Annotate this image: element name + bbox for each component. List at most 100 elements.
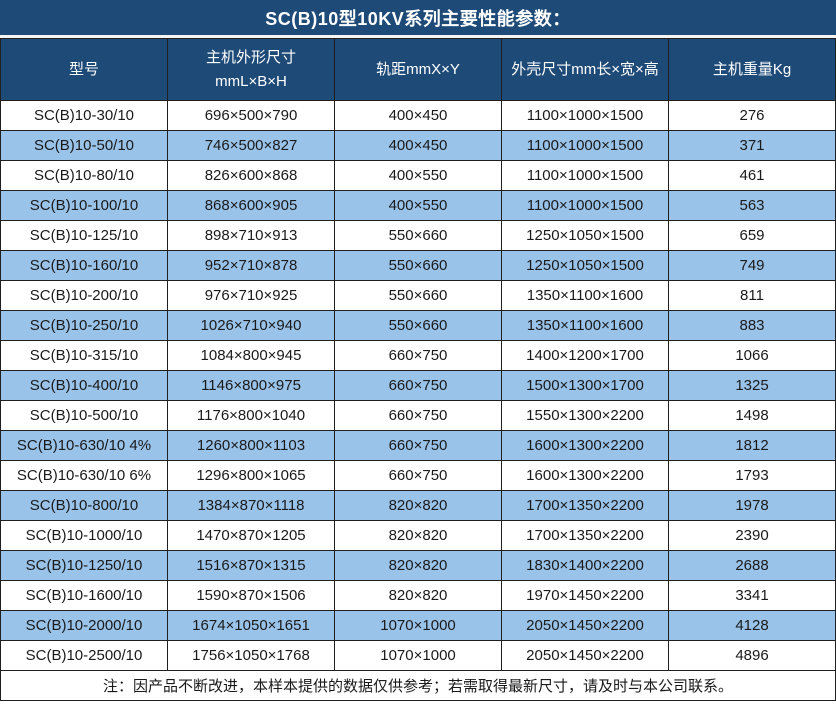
- model-cell: SC(B)10-50/10: [0, 130, 168, 161]
- shell-dimensions-cell: 1700×1350×2200: [501, 490, 669, 521]
- main-dimensions-cell: 696×500×790: [167, 100, 335, 131]
- table-row: SC(B)10-630/10 6% 1296×800×1065 660×750 …: [0, 460, 836, 491]
- track-gauge-cell: 550×660: [334, 250, 502, 281]
- track-gauge-cell: 400×450: [334, 130, 502, 161]
- table-row: SC(B)10-630/10 4% 1260×800×1103 660×750 …: [0, 430, 836, 461]
- header-row: 型号 主机外形尺寸 mmL×B×H 轨距mmX×Y 外壳尺寸mm长×宽×高 主机…: [0, 38, 836, 101]
- shell-dimensions-cell: 1600×1300×2200: [501, 430, 669, 461]
- weight-cell: 2390: [668, 520, 836, 551]
- table-row: SC(B)10-160/10 952×710×878 550×660 1250×…: [0, 250, 836, 281]
- track-gauge-cell: 1070×1000: [334, 640, 502, 671]
- table-row: SC(B)10-500/10 1176×800×1040 660×750 155…: [0, 400, 836, 431]
- weight-cell: 1066: [668, 340, 836, 371]
- header-weight-label: 主机重量Kg: [712, 60, 792, 78]
- table-footer: 注：因产品不断改进，本样本提供的数据仅供参考；若需取得最新尺寸，请及时与本公司联…: [0, 670, 836, 701]
- shell-dimensions-cell: 1350×1100×1600: [501, 280, 669, 311]
- header-shell-dimensions-label: 外壳尺寸mm长×宽×高: [511, 60, 659, 78]
- model-cell: SC(B)10-2000/10: [0, 610, 168, 641]
- shell-dimensions-cell: 1600×1300×2200: [501, 460, 669, 491]
- main-dimensions-cell: 1674×1050×1651: [167, 610, 335, 641]
- track-gauge-cell: 400×550: [334, 160, 502, 191]
- weight-cell: 1325: [668, 370, 836, 401]
- table-body: SC(B)10-30/10 696×500×790 400×450 1100×1…: [0, 100, 836, 671]
- track-gauge-cell: 660×750: [334, 400, 502, 431]
- header-main-dimensions-line2: mmL×B×H: [215, 72, 287, 90]
- model-cell: SC(B)10-1000/10: [0, 520, 168, 551]
- track-gauge-cell: 400×450: [334, 100, 502, 131]
- track-gauge-cell: 820×820: [334, 550, 502, 581]
- shell-dimensions-cell: 1250×1050×1500: [501, 220, 669, 251]
- header-main-dimensions-line1: 主机外形尺寸: [205, 49, 296, 67]
- model-cell: SC(B)10-250/10: [0, 310, 168, 341]
- weight-cell: 1498: [668, 400, 836, 431]
- main-dimensions-cell: 1756×1050×1768: [167, 640, 335, 671]
- table-row: SC(B)10-1250/10 1516×870×1315 820×820 18…: [0, 550, 836, 581]
- main-dimensions-cell: 1384×870×1118: [167, 490, 335, 521]
- table-header: 型号 主机外形尺寸 mmL×B×H 轨距mmX×Y 外壳尺寸mm长×宽×高 主机…: [0, 38, 836, 101]
- weight-cell: 461: [668, 160, 836, 191]
- weight-cell: 883: [668, 310, 836, 341]
- table-row: SC(B)10-30/10 696×500×790 400×450 1100×1…: [0, 100, 836, 131]
- table-row: SC(B)10-1000/10 1470×870×1205 820×820 17…: [0, 520, 836, 551]
- model-cell: SC(B)10-500/10: [0, 400, 168, 431]
- header-main-dimensions: 主机外形尺寸 mmL×B×H: [167, 38, 335, 101]
- table-row: SC(B)10-2500/10 1756×1050×1768 1070×1000…: [0, 640, 836, 671]
- main-dimensions-cell: 952×710×878: [167, 250, 335, 281]
- shell-dimensions-cell: 1100×1000×1500: [501, 100, 669, 131]
- track-gauge-cell: 820×820: [334, 490, 502, 521]
- shell-dimensions-cell: 1400×1200×1700: [501, 340, 669, 371]
- header-weight: 主机重量Kg: [668, 38, 836, 101]
- shell-dimensions-cell: 1100×1000×1500: [501, 190, 669, 221]
- main-dimensions-cell: 746×500×827: [167, 130, 335, 161]
- track-gauge-cell: 820×820: [334, 580, 502, 611]
- track-gauge-cell: 400×550: [334, 190, 502, 221]
- model-cell: SC(B)10-30/10: [0, 100, 168, 131]
- weight-cell: 1793: [668, 460, 836, 491]
- weight-cell: 276: [668, 100, 836, 131]
- table-row: SC(B)10-2000/10 1674×1050×1651 1070×1000…: [0, 610, 836, 641]
- track-gauge-cell: 660×750: [334, 430, 502, 461]
- main-dimensions-cell: 868×600×905: [167, 190, 335, 221]
- table-row: SC(B)10-315/10 1084×800×945 660×750 1400…: [0, 340, 836, 371]
- shell-dimensions-cell: 1250×1050×1500: [501, 250, 669, 281]
- shell-dimensions-cell: 2050×1450×2200: [501, 610, 669, 641]
- header-track-gauge-label: 轨距mmX×Y: [376, 60, 460, 78]
- track-gauge-cell: 550×660: [334, 310, 502, 341]
- shell-dimensions-cell: 1100×1000×1500: [501, 160, 669, 191]
- page-title: SC(B)10型10KV系列主要性能参数：: [265, 8, 571, 29]
- model-cell: SC(B)10-200/10: [0, 280, 168, 311]
- weight-cell: 4896: [668, 640, 836, 671]
- shell-dimensions-cell: 1550×1300×2200: [501, 400, 669, 431]
- header-model-label: 型号: [68, 60, 99, 78]
- shell-dimensions-cell: 1100×1000×1500: [501, 130, 669, 161]
- spec-table: 型号 主机外形尺寸 mmL×B×H 轨距mmX×Y 外壳尺寸mm长×宽×高 主机…: [0, 38, 836, 701]
- main-dimensions-cell: 1176×800×1040: [167, 400, 335, 431]
- model-cell: SC(B)10-2500/10: [0, 640, 168, 671]
- header-model: 型号: [0, 38, 168, 101]
- main-dimensions-cell: 1146×800×975: [167, 370, 335, 401]
- model-cell: SC(B)10-400/10: [0, 370, 168, 401]
- track-gauge-cell: 550×660: [334, 220, 502, 251]
- weight-cell: 749: [668, 250, 836, 281]
- note-row: 注：因产品不断改进，本样本提供的数据仅供参考；若需取得最新尺寸，请及时与本公司联…: [0, 670, 836, 701]
- weight-cell: 1978: [668, 490, 836, 521]
- main-dimensions-cell: 1470×870×1205: [167, 520, 335, 551]
- shell-dimensions-cell: 1350×1100×1600: [501, 310, 669, 341]
- track-gauge-cell: 660×750: [334, 460, 502, 491]
- main-dimensions-cell: 1516×870×1315: [167, 550, 335, 581]
- table-row: SC(B)10-125/10 898×710×913 550×660 1250×…: [0, 220, 836, 251]
- shell-dimensions-cell: 1500×1300×1700: [501, 370, 669, 401]
- track-gauge-cell: 660×750: [334, 370, 502, 401]
- track-gauge-cell: 550×660: [334, 280, 502, 311]
- model-cell: SC(B)10-315/10: [0, 340, 168, 371]
- table-row: SC(B)10-400/10 1146×800×975 660×750 1500…: [0, 370, 836, 401]
- table-row: SC(B)10-800/10 1384×870×1118 820×820 170…: [0, 490, 836, 521]
- shell-dimensions-cell: 1700×1350×2200: [501, 520, 669, 551]
- model-cell: SC(B)10-630/10 6%: [0, 460, 168, 491]
- model-cell: SC(B)10-160/10: [0, 250, 168, 281]
- main-dimensions-cell: 898×710×913: [167, 220, 335, 251]
- table-row: SC(B)10-250/10 1026×710×940 550×660 1350…: [0, 310, 836, 341]
- track-gauge-cell: 660×750: [334, 340, 502, 371]
- weight-cell: 659: [668, 220, 836, 251]
